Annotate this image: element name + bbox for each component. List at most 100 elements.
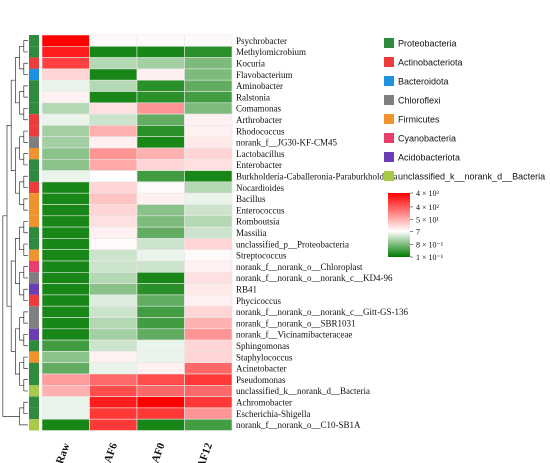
heatmap-cell bbox=[41, 34, 90, 47]
dendrogram-branch bbox=[15, 147, 20, 194]
heatmap-cell bbox=[184, 362, 233, 375]
heatmap-cell bbox=[184, 373, 233, 386]
heatmap-cell bbox=[89, 113, 138, 126]
heatmap-cell bbox=[184, 407, 233, 420]
phylum-strip-cell bbox=[29, 351, 39, 363]
phylum-strip-cell bbox=[29, 114, 39, 126]
row-label: norank_f__JG30-KF-CM45 bbox=[236, 138, 337, 148]
heatmap-cell bbox=[89, 249, 138, 262]
heatmap-cell bbox=[41, 125, 90, 138]
color-scale-gradient bbox=[388, 193, 410, 257]
row-label: Acinetobacter bbox=[236, 364, 286, 374]
heatmap-cell bbox=[136, 396, 185, 409]
legend-swatch bbox=[384, 95, 394, 105]
phylum-strip-cell bbox=[29, 396, 39, 408]
phylum-strip-cell bbox=[29, 102, 39, 115]
heatmap-cell bbox=[89, 159, 138, 171]
legend-label: Actinobacteriota bbox=[398, 58, 463, 68]
heatmap-cell bbox=[184, 271, 233, 284]
heatmap-cell bbox=[184, 113, 233, 126]
row-label: norank_f__norank_o__norank_c__Gitt-GS-13… bbox=[236, 307, 408, 317]
phylum-strip-cell bbox=[29, 317, 39, 329]
heatmap-cell bbox=[41, 136, 90, 149]
heatmap-cell bbox=[136, 362, 185, 375]
row-label: Burkholderia-Caballeronia-Paraburkholder… bbox=[236, 171, 397, 181]
heatmap-cell bbox=[41, 113, 90, 126]
dendrogram-branch bbox=[10, 260, 16, 352]
heatmap-cell bbox=[136, 57, 185, 70]
legend-label: Proteobacteria bbox=[398, 39, 457, 49]
phylum-strip-cell bbox=[29, 407, 39, 420]
heatmap-cell bbox=[89, 34, 138, 47]
heatmap-cell bbox=[41, 362, 90, 375]
heatmap-cell bbox=[136, 136, 185, 149]
heatmap-cell bbox=[89, 147, 138, 160]
row-label: Ralstonia bbox=[236, 92, 270, 102]
phylum-strip-cell bbox=[29, 193, 39, 205]
heatmap-cell bbox=[136, 34, 185, 47]
column-label: AF12 bbox=[195, 441, 215, 463]
heatmap-cell bbox=[136, 384, 185, 397]
phylum-strip-cell bbox=[29, 294, 39, 307]
heatmap-cell bbox=[184, 102, 233, 115]
heatmap-cell bbox=[184, 79, 233, 92]
heatmap-cell bbox=[184, 192, 233, 205]
phylum-strip-cell bbox=[29, 362, 39, 374]
dendrogram-branch bbox=[23, 356, 28, 369]
phylum-strip-cell bbox=[29, 80, 39, 92]
dendrogram-branch bbox=[19, 91, 24, 115]
heatmap-cell bbox=[136, 226, 185, 239]
heatmap-cell bbox=[41, 204, 90, 217]
dendrogram-branch bbox=[23, 288, 28, 301]
heatmap-cell bbox=[184, 45, 233, 58]
color-scale-label: 4 × 10² bbox=[416, 203, 440, 212]
color-scale-label: 8 × 10⁻¹ bbox=[416, 240, 444, 249]
phylum-strip-cell bbox=[29, 170, 39, 182]
phylum-strip-cell bbox=[29, 215, 39, 228]
column-label: Raw bbox=[54, 441, 73, 463]
dendrogram-branch bbox=[23, 175, 28, 188]
heatmap-cell bbox=[136, 192, 185, 205]
phylum-strip-cell bbox=[29, 272, 39, 284]
heatmap-cell bbox=[41, 407, 90, 420]
row-label: Staphylococcus bbox=[236, 352, 293, 362]
dendrogram-branch bbox=[19, 181, 24, 205]
heatmap-cell bbox=[41, 159, 90, 171]
phylum-strip-cell bbox=[29, 57, 39, 69]
heatmap-cell bbox=[184, 328, 233, 341]
heatmap-cell bbox=[41, 79, 90, 92]
heatmap-cell bbox=[184, 238, 233, 250]
heatmap-cell bbox=[136, 147, 185, 160]
dendrogram-branch bbox=[15, 328, 20, 375]
dendrogram-branch bbox=[23, 130, 28, 143]
row-label: Kocuria bbox=[236, 58, 265, 68]
dendrogram-branch bbox=[6, 125, 12, 307]
column-label: AF6 bbox=[102, 441, 120, 463]
row-label: Romboutsia bbox=[236, 217, 280, 227]
phylum-strip-cell bbox=[29, 261, 39, 273]
heatmap-cell bbox=[184, 294, 233, 307]
row-label: norank_f__norank_o__Chloroplast bbox=[236, 262, 363, 272]
heatmap-cell bbox=[136, 271, 185, 284]
dendrogram-branch bbox=[19, 45, 24, 70]
phylum-strip-cell bbox=[29, 181, 39, 194]
heatmap-cell bbox=[136, 68, 185, 81]
heatmap-cell bbox=[89, 418, 138, 431]
dendrogram-branch bbox=[19, 136, 24, 160]
color-scale-label: 1 × 10⁻¹ bbox=[416, 253, 444, 262]
legend-swatch bbox=[384, 76, 394, 86]
heatmap-cell bbox=[89, 260, 138, 273]
dendrogram-branch bbox=[10, 79, 16, 171]
heatmap-cell bbox=[184, 181, 233, 194]
heatmap-cell bbox=[89, 125, 138, 138]
heatmap-cell bbox=[136, 45, 185, 58]
heatmap-cell bbox=[89, 294, 138, 307]
phylum-strip-cell bbox=[29, 91, 39, 103]
heatmap-cell bbox=[41, 226, 90, 239]
legend-label: Firmicutes bbox=[398, 115, 440, 125]
heatmap-cell bbox=[136, 305, 185, 318]
row-label: Aminobacter bbox=[236, 81, 283, 91]
legend-swatch bbox=[384, 38, 394, 48]
heatmap-cell bbox=[136, 407, 185, 420]
